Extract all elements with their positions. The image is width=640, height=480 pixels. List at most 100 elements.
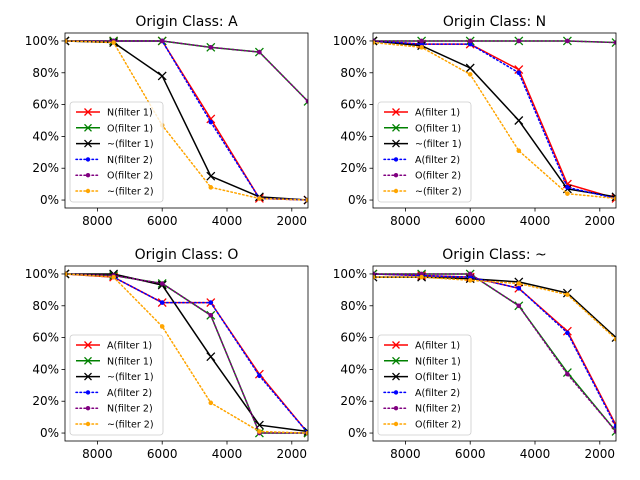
legend-marker xyxy=(392,356,400,365)
x-tick-label: 4000 xyxy=(212,214,243,228)
data-point xyxy=(613,424,616,429)
legend-label: A(filter 1) xyxy=(107,341,152,352)
x-tick-label: 6000 xyxy=(455,447,486,461)
legend-marker xyxy=(85,390,91,395)
data-point xyxy=(257,429,262,434)
data-point xyxy=(467,72,473,77)
data-point xyxy=(613,40,616,45)
legend-label: ~(filter 2) xyxy=(415,187,462,198)
data-point xyxy=(565,38,570,44)
legend-label: ~(filter 1) xyxy=(107,372,154,383)
legend-label: N(filter 2) xyxy=(415,404,461,415)
y-tick-label: 80% xyxy=(32,66,59,80)
data-point xyxy=(65,36,70,46)
data-point xyxy=(565,292,570,297)
plot-area xyxy=(65,36,308,205)
data-point xyxy=(565,371,570,377)
data-point xyxy=(419,45,424,50)
data-point xyxy=(206,171,216,181)
y-tick-label: 0% xyxy=(40,426,59,440)
y-tick-label: 20% xyxy=(340,161,367,175)
legend-label: ~(filter 1) xyxy=(107,139,154,150)
x-tick-label: 4000 xyxy=(520,447,551,461)
data-point xyxy=(111,274,116,280)
data-point xyxy=(611,192,616,202)
x-tick-label: 8000 xyxy=(82,214,113,228)
x-tick-label: 8000 xyxy=(390,214,421,228)
axes-frame xyxy=(64,265,309,442)
legend-label: ~(filter 2) xyxy=(107,420,154,431)
y-tick-label: 60% xyxy=(340,98,367,112)
axes-frame xyxy=(372,265,617,442)
data-point xyxy=(516,285,522,291)
legend-label: A(filter 2) xyxy=(107,388,152,399)
legend-marker xyxy=(85,173,91,178)
data-point xyxy=(208,185,214,190)
y-tick-label: 60% xyxy=(32,98,59,112)
legend-label: A(filter 1) xyxy=(415,108,460,119)
x-tick-label: 4000 xyxy=(520,214,551,228)
data-point xyxy=(467,41,473,47)
data-point xyxy=(208,45,214,50)
y-tick-label: 20% xyxy=(32,161,59,175)
legend-marker xyxy=(84,372,92,381)
plot-area xyxy=(373,269,616,436)
y-tick-label: 100% xyxy=(333,34,367,48)
data-point xyxy=(419,271,424,277)
x-tick-label: 6000 xyxy=(147,214,178,228)
data-point xyxy=(65,269,70,279)
data-point xyxy=(613,336,616,342)
series-line xyxy=(65,40,308,201)
axes-frame xyxy=(64,32,309,209)
data-point xyxy=(157,71,167,81)
data-point xyxy=(65,38,68,44)
legend-label: O(filter 2) xyxy=(415,171,461,182)
x-tick-label: 2000 xyxy=(277,214,308,228)
legend-label: O(filter 2) xyxy=(415,420,461,431)
y-tick-label: 80% xyxy=(340,299,367,313)
x-tick-label: 2000 xyxy=(585,447,616,461)
series-line xyxy=(373,40,616,44)
legend-label: ~(filter 2) xyxy=(107,187,154,198)
data-point xyxy=(467,38,473,44)
legend: A(filter 1) O(filter 1) ~(filter 1) A(filte… xyxy=(377,101,472,203)
data-point xyxy=(208,300,214,305)
data-point xyxy=(516,281,522,286)
legend-label: O(filter 1) xyxy=(107,123,153,134)
legend-marker xyxy=(392,372,400,381)
chart-title: Origin Class: A xyxy=(135,14,238,30)
chart-panel-4: Origin Class: ~ 0% 20% 40% 60% 80% 100% 8000 600… xyxy=(333,247,617,461)
plot-area xyxy=(65,269,308,438)
legend-label: ~(filter 1) xyxy=(415,139,462,150)
data-point xyxy=(208,400,214,406)
series-line xyxy=(373,276,616,339)
data-point xyxy=(208,313,214,318)
series-line xyxy=(373,273,616,428)
data-point xyxy=(303,426,308,436)
legend-marker xyxy=(393,173,399,178)
y-tick-label: 100% xyxy=(25,34,59,48)
data-point xyxy=(305,99,308,104)
data-point xyxy=(467,274,473,280)
chart-panel-1: Origin Class: A 0% 20% 40% 60% 80% 100% 8000 600… xyxy=(25,14,309,228)
data-point xyxy=(111,40,116,45)
data-point xyxy=(516,148,522,154)
legend-label: A(filter 2) xyxy=(415,388,460,399)
legend: A(filter 1) N(filter 1) ~(filter 1) A(filte… xyxy=(69,334,164,436)
legend-box xyxy=(377,101,472,203)
x-tick-label: 6000 xyxy=(455,214,486,228)
legend-marker xyxy=(393,188,399,194)
data-point xyxy=(373,40,376,45)
legend-marker xyxy=(84,139,92,148)
data-point xyxy=(516,303,522,309)
data-point xyxy=(159,324,165,329)
data-point xyxy=(206,352,216,362)
legend-label: A(filter 1) xyxy=(415,341,460,352)
y-tick-label: 40% xyxy=(32,362,59,376)
chart-title: Origin Class: O xyxy=(135,247,239,263)
legend-marker xyxy=(85,157,91,162)
legend-label: N(filter 1) xyxy=(107,108,153,119)
chart-title: Origin Class: N xyxy=(443,14,546,30)
legend-label: O(filter 1) xyxy=(415,123,461,134)
data-point xyxy=(514,65,524,75)
